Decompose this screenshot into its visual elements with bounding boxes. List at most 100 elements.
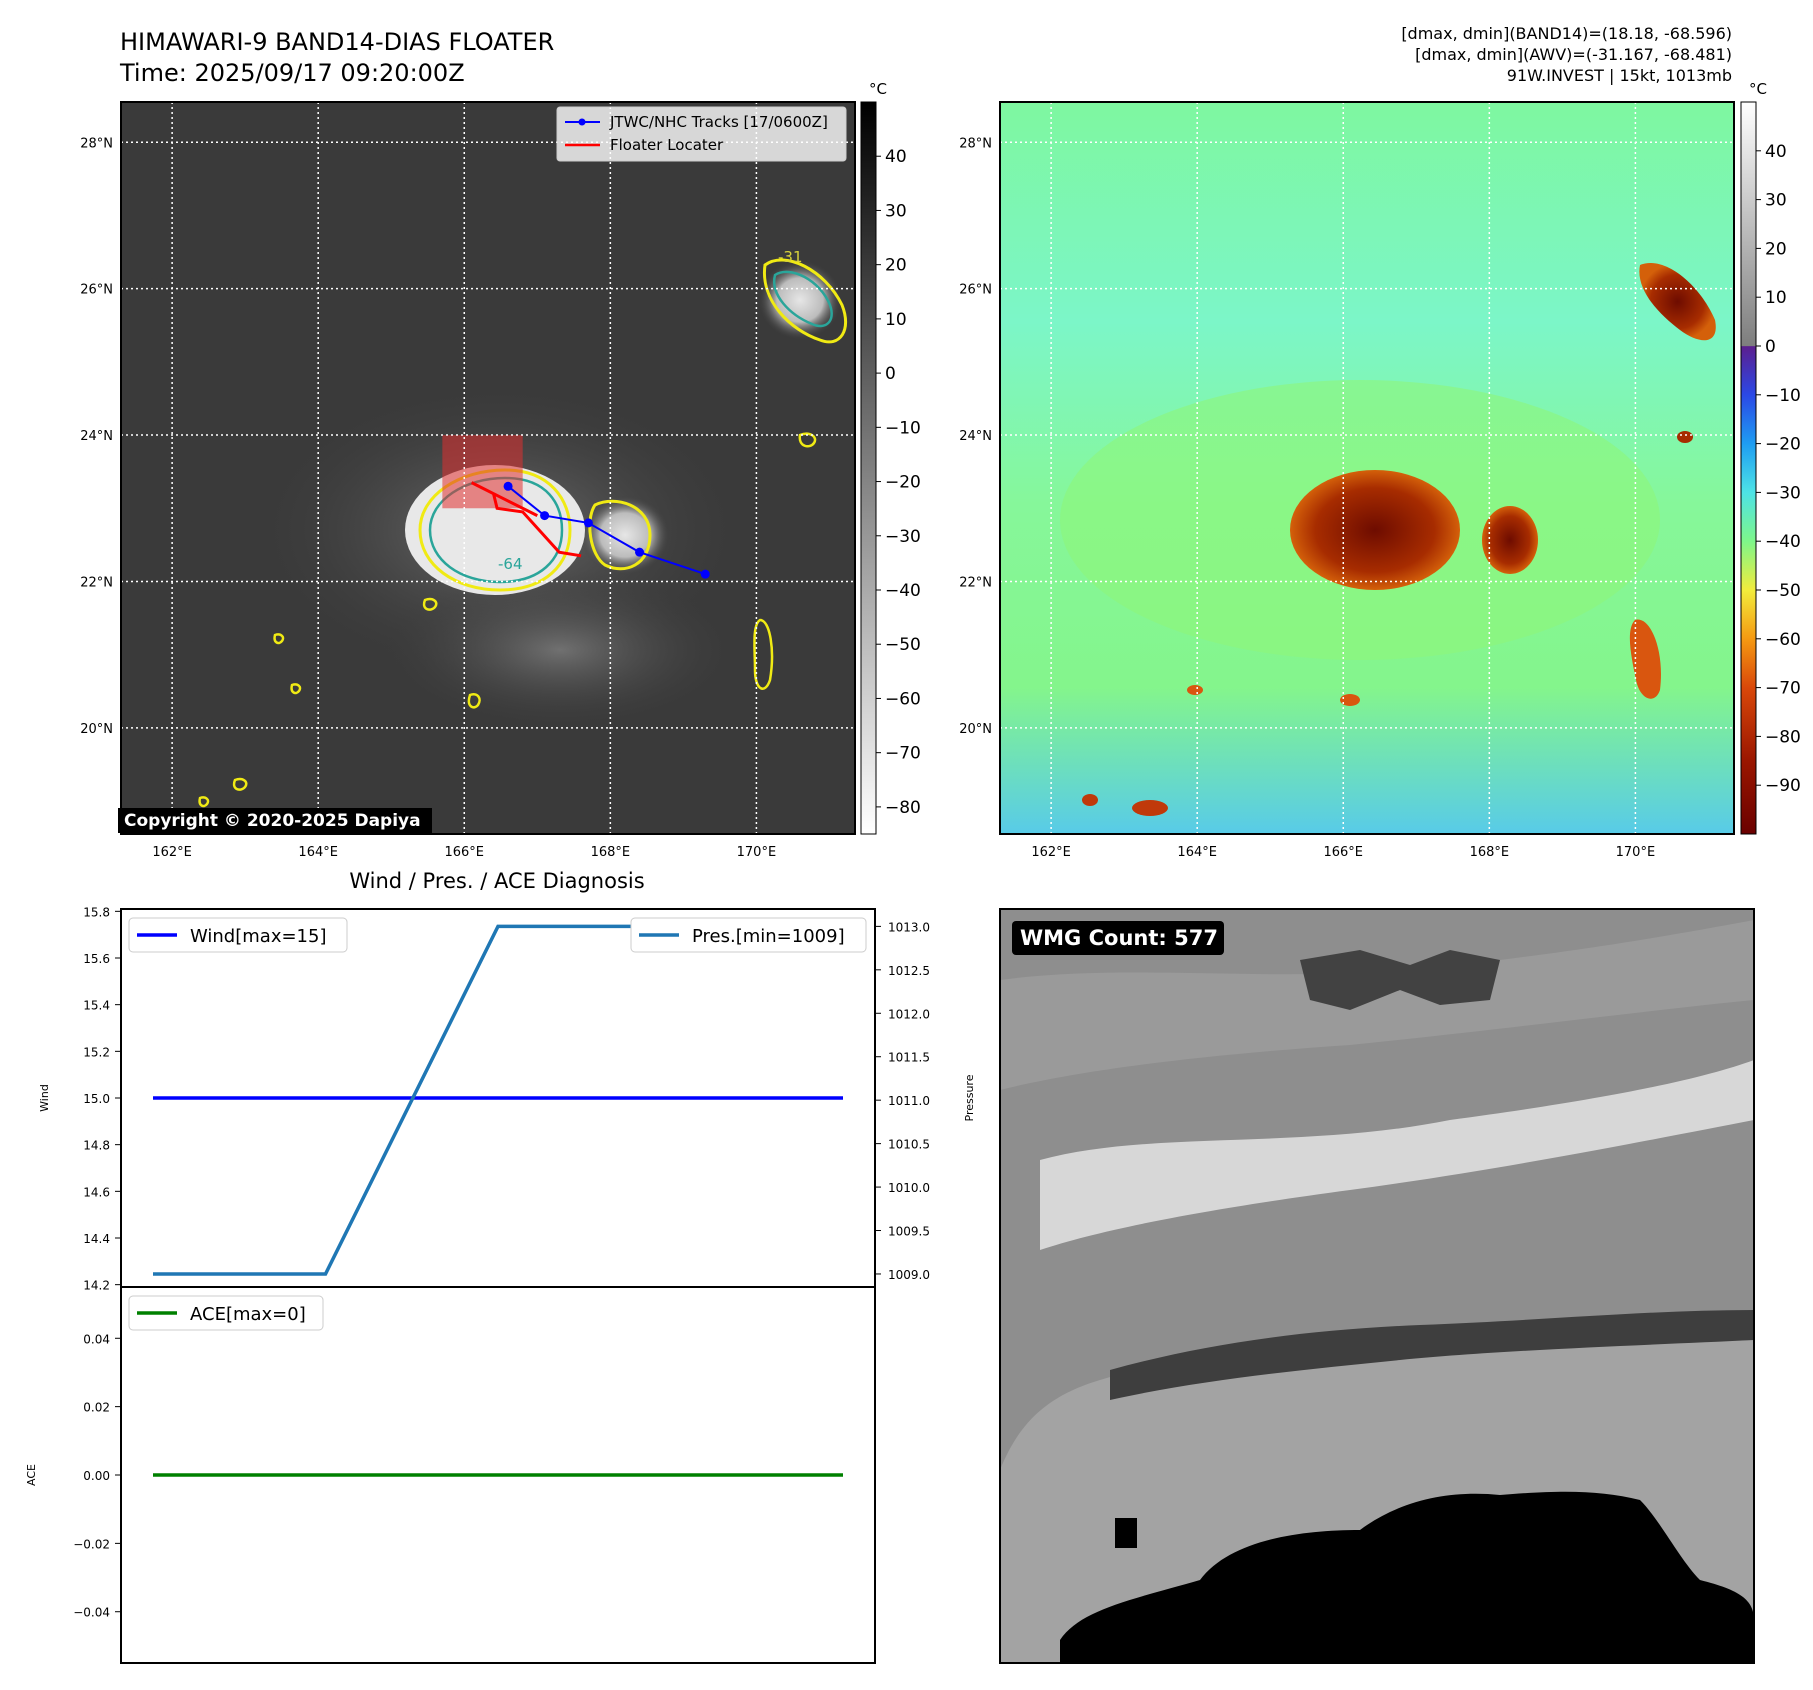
awv-colorbar-unit: °C	[1749, 80, 1767, 98]
legend-ace-label: ACE[max=0]	[190, 1304, 306, 1325]
pres-tick: 1009.5	[888, 1225, 930, 1239]
awv-map-frame	[999, 101, 1735, 835]
ace-axis-label: ACE	[25, 1464, 38, 1486]
wind-tick: 15.4	[83, 999, 110, 1013]
ace-tick: −0.04	[73, 1606, 110, 1620]
title-line1: HIMAWARI-9 BAND14-DIAS FLOATER	[120, 28, 554, 56]
stats-line2: [dmax, dmin](AWV)=(-31.167, -68.481)	[1415, 45, 1732, 64]
awv-lat-tick: 28°N	[959, 136, 992, 151]
awv-lon-tick: 162°E	[1031, 845, 1071, 860]
awv-lat-tick: 20°N	[959, 722, 992, 737]
wmg-panel: WMG Count: 577	[999, 908, 1755, 1664]
jtwc-track-points	[503, 481, 710, 579]
awv-colorbar-ticks: 40 30 20 10 0 −10 −20 −30 −40 −50 −60 −70 −80 −90	[1756, 142, 1801, 796]
ir-contour-se	[753, 618, 774, 690]
ir-lon-tick: 170°E	[737, 845, 777, 860]
contour-label-minus31: -31	[778, 248, 803, 266]
wind-tick: 14.4	[83, 1232, 110, 1246]
ir-colorbar-unit: °C	[869, 80, 887, 98]
ir-lon-tick: 164°E	[298, 845, 338, 860]
ir-lat-tick: 22°N	[80, 575, 113, 590]
legend-wind: Wind[max=15]	[128, 917, 348, 953]
ir-legend: JTWC/NHC Tracks [17/0600Z] Floater Locat…	[556, 106, 847, 162]
copyright-box	[118, 808, 432, 833]
awv-lon-labels: 162°E 164°E 166°E 168°E 170°E	[1031, 845, 1655, 860]
ir-colorbar-tick: −80	[885, 798, 921, 818]
track-point	[635, 547, 645, 557]
awv-hot-s2	[1340, 694, 1360, 706]
ir-map-frame	[120, 101, 856, 835]
awv-colorbar-tick: −30	[1765, 483, 1801, 503]
ir-contour-ne	[762, 258, 848, 344]
ir-lon-labels: 162°E 164°E 166°E 168°E 170°E	[152, 845, 776, 860]
legend-floater-locater: Floater Locater	[610, 136, 724, 154]
wind-tick: 14.2	[83, 1279, 110, 1293]
ir-contour-small	[198, 432, 817, 808]
ir-colorbar-tick: −40	[885, 581, 921, 601]
awv-colorbar-tick: −40	[1765, 532, 1801, 552]
awv-hot-se	[1629, 619, 1661, 699]
awv-colorbar-tick: −90	[1765, 776, 1801, 796]
ir-gridlines	[121, 102, 855, 834]
pressure-axis-ticks: 1013.0 1012.5 1012.0 1011.5 1011.0 1010.5 1010…	[875, 920, 930, 1282]
awv-colorbar-tick: −20	[1765, 435, 1801, 455]
ace-tick: 0.00	[83, 1469, 110, 1483]
wmg-light-band	[1000, 920, 1754, 1090]
ir-colorbar-tick: −70	[885, 744, 921, 764]
ir-colorbar-tick: 40	[885, 147, 907, 167]
wind-tick: 15.8	[83, 905, 110, 919]
awv-colorbar-tick: 30	[1765, 191, 1787, 211]
ir-lat-labels: 28°N 26°N 24°N 22°N 20°N	[80, 136, 113, 737]
track-point	[700, 569, 710, 579]
ir-lat-tick: 26°N	[80, 283, 113, 298]
ir-colorbar-tick: −50	[885, 635, 921, 655]
ir-cloud-ne	[758, 260, 842, 340]
copyright-text: Copyright © 2020-2025 Dapiya	[124, 811, 421, 831]
ace-tick: 0.02	[83, 1401, 110, 1415]
wmg-count-label: WMG Count: 577	[1020, 926, 1218, 950]
title-line2: Time: 2025/09/17 09:20:00Z	[119, 59, 465, 87]
awv-colorbar-tick: −60	[1765, 630, 1801, 650]
ace-tick: −0.02	[73, 1537, 110, 1551]
wmg-dark-mid	[1110, 1310, 1754, 1400]
awv-lat-tick: 22°N	[959, 575, 992, 590]
track-point	[583, 518, 593, 528]
pres-tick: 1012.5	[888, 964, 930, 978]
ir-lon-tick: 162°E	[152, 845, 192, 860]
awv-colorbar-tick: 10	[1765, 288, 1787, 308]
wmg-black-block	[1115, 1518, 1137, 1548]
awv-map-panel: 28°N 26°N 24°N 22°N 20°N 162°E 164°E 166°E 168°…	[959, 80, 1801, 860]
pressure-axis-label: Pressure	[963, 1074, 976, 1121]
legend-ace: ACE[max=0]	[128, 1295, 324, 1331]
wind-tick: 14.6	[83, 1185, 110, 1199]
awv-hot-sw	[1082, 794, 1098, 806]
awv-colorbar-tick: −10	[1765, 386, 1801, 406]
ir-map-panel: -31 -64 28°N26°N24°N22°N20°N 162°E 164°E 1…	[80, 80, 921, 860]
awv-colorbar-tick: −70	[1765, 679, 1801, 699]
awv-hot-east	[1482, 506, 1538, 574]
awv-hot-n	[1677, 431, 1693, 443]
wmg-dark-upper	[1300, 950, 1500, 1010]
legend-pres: Pres.[min=1009]	[630, 917, 867, 953]
wind-tick: 15.2	[83, 1045, 110, 1059]
track-point	[503, 481, 513, 491]
ir-colorbar-tick: 30	[885, 201, 907, 221]
legend-jtwc-tracks: JTWC/NHC Tracks [17/0600Z]	[609, 113, 828, 131]
ir-haze-south	[380, 570, 740, 730]
awv-colorbar-tick: 40	[1765, 142, 1787, 162]
awv-hot-ne	[1639, 263, 1716, 341]
awv-lon-tick: 170°E	[1616, 845, 1656, 860]
stats-line1: [dmax, dmin](BAND14)=(18.18, -68.596)	[1401, 24, 1732, 43]
pres-tick: 1012.0	[888, 1007, 930, 1021]
ir-lon-tick: 166°E	[444, 845, 484, 860]
awv-hot-core	[1290, 470, 1460, 590]
awv-colorbar-tick: 0	[1765, 337, 1776, 357]
ir-colorbar-tick: −10	[885, 418, 921, 438]
awv-lat-tick: 24°N	[959, 429, 992, 444]
awv-lat-labels: 28°N 26°N 24°N 22°N 20°N	[959, 136, 992, 737]
awv-colorbar-tick: −50	[1765, 581, 1801, 601]
pres-tick: 1009.0	[888, 1268, 930, 1282]
ir-lon-tick: 168°E	[591, 845, 631, 860]
pres-tick: 1010.5	[888, 1138, 930, 1152]
